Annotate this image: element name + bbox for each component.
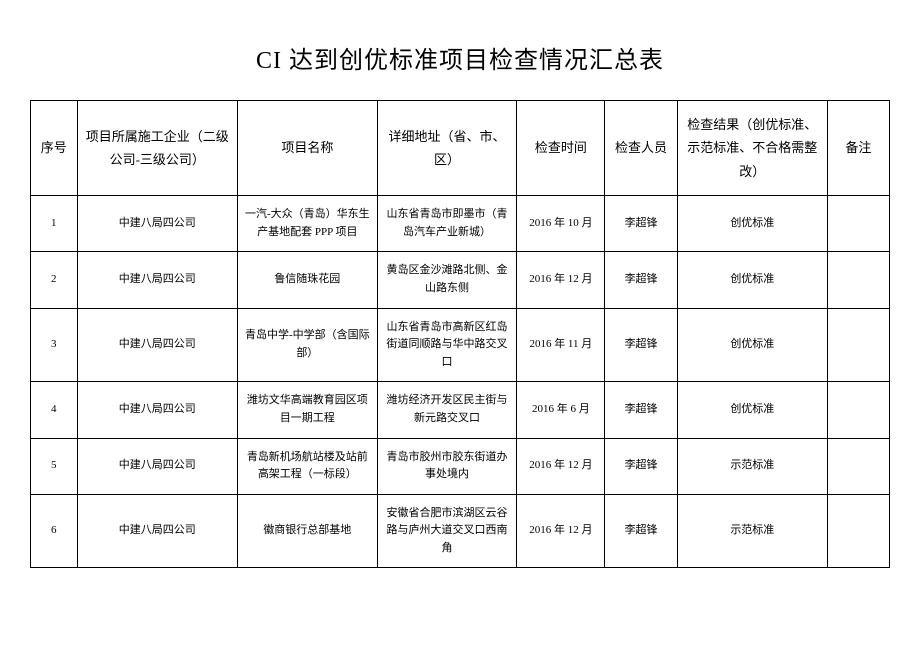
cell-result: 示范标准: [677, 438, 827, 494]
cell-result: 创优标准: [677, 382, 827, 438]
cell-inspector: 李超锋: [605, 308, 677, 382]
cell-result: 创优标准: [677, 196, 827, 252]
cell-address: 潍坊经济开发区民主街与新元路交叉口: [377, 382, 517, 438]
table-row: 2 中建八局四公司 鲁信随珠花园 黄岛区金沙滩路北侧、金山路东侧 2016 年 …: [31, 252, 890, 308]
cell-project: 一汽-大众（青岛）华东生产基地配套 PPP 项目: [237, 196, 377, 252]
cell-remark: [827, 494, 889, 568]
cell-remark: [827, 196, 889, 252]
cell-address: 山东省青岛市即墨市（青岛汽车产业新城）: [377, 196, 517, 252]
cell-seq: 3: [31, 308, 78, 382]
cell-company: 中建八局四公司: [77, 252, 237, 308]
cell-time: 2016 年 12 月: [517, 494, 605, 568]
cell-address: 安徽省合肥市滨湖区云谷路与庐州大道交叉口西南角: [377, 494, 517, 568]
cell-project: 青岛新机场航站楼及站前高架工程（一标段）: [237, 438, 377, 494]
cell-time: 2016 年 6 月: [517, 382, 605, 438]
cell-result: 创优标准: [677, 252, 827, 308]
cell-remark: [827, 382, 889, 438]
cell-seq: 4: [31, 382, 78, 438]
cell-inspector: 李超锋: [605, 494, 677, 568]
cell-company: 中建八局四公司: [77, 494, 237, 568]
cell-address: 黄岛区金沙滩路北侧、金山路东侧: [377, 252, 517, 308]
cell-seq: 5: [31, 438, 78, 494]
cell-inspector: 李超锋: [605, 382, 677, 438]
cell-result: 示范标准: [677, 494, 827, 568]
table-row: 3 中建八局四公司 青岛中学-中学部（含国际部） 山东省青岛市高新区红岛街道同顺…: [31, 308, 890, 382]
cell-company: 中建八局四公司: [77, 308, 237, 382]
cell-result: 创优标准: [677, 308, 827, 382]
cell-project: 徽商银行总部基地: [237, 494, 377, 568]
header-seq: 序号: [31, 101, 78, 196]
cell-address: 青岛市胶州市胶东街道办事处境内: [377, 438, 517, 494]
cell-seq: 1: [31, 196, 78, 252]
cell-time: 2016 年 12 月: [517, 438, 605, 494]
cell-time: 2016 年 10 月: [517, 196, 605, 252]
cell-company: 中建八局四公司: [77, 438, 237, 494]
header-inspector: 检查人员: [605, 101, 677, 196]
cell-time: 2016 年 12 月: [517, 252, 605, 308]
cell-seq: 2: [31, 252, 78, 308]
cell-company: 中建八局四公司: [77, 382, 237, 438]
cell-project: 青岛中学-中学部（含国际部）: [237, 308, 377, 382]
cell-seq: 6: [31, 494, 78, 568]
header-project: 项目名称: [237, 101, 377, 196]
cell-project: 鲁信随珠花园: [237, 252, 377, 308]
page-title: CI 达到创优标准项目检查情况汇总表: [30, 40, 890, 75]
cell-inspector: 李超锋: [605, 252, 677, 308]
cell-remark: [827, 438, 889, 494]
cell-remark: [827, 308, 889, 382]
table-row: 5 中建八局四公司 青岛新机场航站楼及站前高架工程（一标段） 青岛市胶州市胶东街…: [31, 438, 890, 494]
cell-project: 潍坊文华高端教育园区项目一期工程: [237, 382, 377, 438]
table-row: 6 中建八局四公司 徽商银行总部基地 安徽省合肥市滨湖区云谷路与庐州大道交叉口西…: [31, 494, 890, 568]
header-result: 检查结果（创优标准、示范标准、不合格需整改）: [677, 101, 827, 196]
header-address: 详细地址（省、市、区）: [377, 101, 517, 196]
table-row: 1 中建八局四公司 一汽-大众（青岛）华东生产基地配套 PPP 项目 山东省青岛…: [31, 196, 890, 252]
table-row: 4 中建八局四公司 潍坊文华高端教育园区项目一期工程 潍坊经济开发区民主街与新元…: [31, 382, 890, 438]
cell-inspector: 李超锋: [605, 196, 677, 252]
cell-time: 2016 年 11 月: [517, 308, 605, 382]
header-company: 项目所属施工企业（二级公司-三级公司）: [77, 101, 237, 196]
header-time: 检查时间: [517, 101, 605, 196]
header-remark: 备注: [827, 101, 889, 196]
table-header-row: 序号 项目所属施工企业（二级公司-三级公司） 项目名称 详细地址（省、市、区） …: [31, 101, 890, 196]
cell-address: 山东省青岛市高新区红岛街道同顺路与华中路交叉口: [377, 308, 517, 382]
summary-table: 序号 项目所属施工企业（二级公司-三级公司） 项目名称 详细地址（省、市、区） …: [30, 100, 890, 568]
cell-company: 中建八局四公司: [77, 196, 237, 252]
cell-remark: [827, 252, 889, 308]
cell-inspector: 李超锋: [605, 438, 677, 494]
